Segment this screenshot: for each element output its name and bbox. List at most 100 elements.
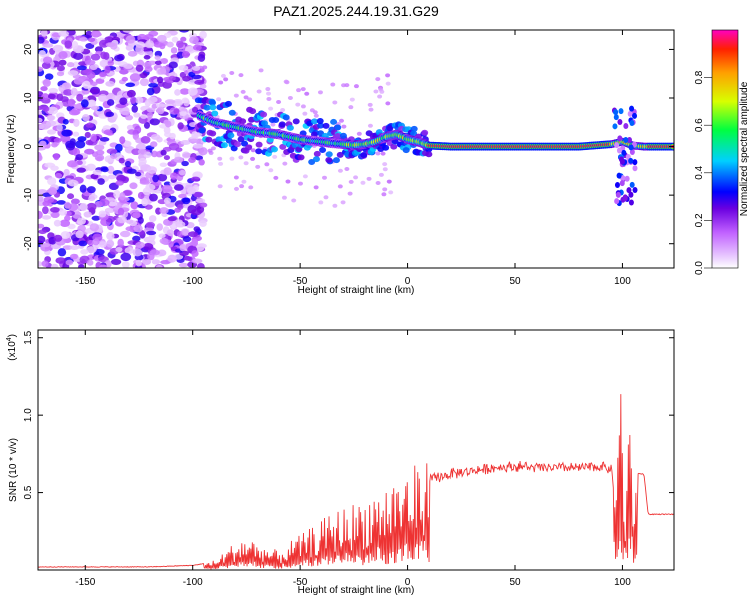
snr-x-label: Height of straight line (km) bbox=[298, 585, 415, 596]
heatmap-cell bbox=[125, 226, 136, 232]
heatmap-cell bbox=[615, 191, 621, 198]
heatmap-cell bbox=[40, 30, 48, 37]
heatmap-cell bbox=[258, 68, 264, 73]
heatmap-cell bbox=[220, 142, 228, 149]
heatmap-cell bbox=[353, 175, 359, 180]
heatmap-cell bbox=[386, 179, 392, 184]
heatmap-cell bbox=[130, 96, 137, 104]
heatmap-cell bbox=[159, 237, 169, 245]
heatmap-cell bbox=[199, 83, 207, 89]
heatmap-cell bbox=[197, 263, 205, 268]
heatmap-cell bbox=[181, 160, 189, 167]
heatmap-cell bbox=[127, 129, 138, 135]
x-tick-label: 100 bbox=[614, 577, 631, 588]
heatmap-cell bbox=[42, 200, 50, 207]
heatmap-cell bbox=[612, 123, 618, 130]
heatmap-cell bbox=[89, 88, 100, 94]
heatmap-cell bbox=[632, 112, 638, 119]
heatmap-cell bbox=[325, 157, 333, 164]
heatmap-cell bbox=[159, 162, 168, 168]
heatmap-cell bbox=[360, 152, 368, 159]
colorbar-tick-label: 0.4 bbox=[694, 165, 705, 179]
heatmap-cell bbox=[266, 96, 272, 101]
heatmap-cell bbox=[210, 146, 216, 151]
heatmap-cell bbox=[178, 193, 187, 199]
heatmap-cell bbox=[38, 66, 44, 72]
heatmap-cell bbox=[121, 76, 129, 82]
heatmap-cell bbox=[115, 246, 123, 253]
heatmap-cell bbox=[238, 155, 244, 160]
heatmap-cell bbox=[63, 89, 74, 96]
heatmap-cell bbox=[78, 240, 88, 247]
x-tick-label: -150 bbox=[75, 276, 95, 287]
heatmap-cell bbox=[123, 63, 133, 69]
heatmap-cell bbox=[38, 195, 44, 202]
heatmap-cell bbox=[623, 136, 629, 143]
y-tick-label: 20 bbox=[23, 43, 34, 55]
heatmap-cell bbox=[38, 117, 43, 123]
heatmap-cell bbox=[198, 159, 205, 166]
heatmap-cell bbox=[67, 70, 79, 76]
heatmap-cell bbox=[160, 57, 169, 65]
heatmap-cell bbox=[382, 162, 388, 167]
heatmap-cell bbox=[309, 108, 315, 113]
heatmap-cell bbox=[626, 187, 632, 194]
heatmap-cell bbox=[106, 239, 115, 248]
heatmap-cell bbox=[146, 166, 158, 174]
heatmap-cell bbox=[55, 172, 63, 179]
heatmap-cell bbox=[629, 105, 635, 112]
heatmap-cell bbox=[613, 114, 619, 121]
heatmap-cell bbox=[99, 264, 108, 268]
heatmap-cell bbox=[68, 109, 80, 116]
heatmap-cell bbox=[199, 202, 208, 208]
heatmap-cell bbox=[628, 199, 634, 206]
heatmap-cell bbox=[66, 62, 75, 68]
heatmap-cell bbox=[336, 151, 344, 158]
heatmap-cell bbox=[618, 108, 624, 115]
heatmap-cell bbox=[129, 182, 138, 190]
heatmap-cell bbox=[94, 144, 105, 151]
heatmap-cell bbox=[628, 157, 634, 164]
heatmap-cell bbox=[95, 149, 105, 156]
colorbar-label: Normalized spectral amplitude bbox=[739, 81, 750, 216]
heatmap-cell bbox=[75, 103, 83, 109]
heatmap-cell bbox=[110, 153, 118, 159]
heatmap-cell bbox=[283, 79, 289, 84]
heatmap-cell bbox=[191, 238, 199, 247]
colorbar-tick-label: 0.6 bbox=[694, 118, 705, 132]
heatmap-cell bbox=[114, 54, 124, 62]
heatmap-cell bbox=[330, 82, 336, 87]
heatmap-cell bbox=[121, 110, 131, 116]
heatmap-cell bbox=[160, 259, 171, 265]
heatmap-cell bbox=[77, 224, 86, 233]
heatmap-cell bbox=[265, 87, 271, 92]
heatmap-cell bbox=[75, 154, 84, 161]
heatmap-cell bbox=[245, 144, 253, 151]
snr-y-label: SNR (10 * v/v) bbox=[8, 438, 19, 502]
heatmap-cell bbox=[170, 47, 178, 54]
heatmap-cell bbox=[98, 241, 107, 248]
heatmap-cell bbox=[64, 215, 71, 222]
heatmap-cell bbox=[341, 124, 347, 129]
heatmap-cell bbox=[310, 118, 318, 125]
heatmap-cell bbox=[180, 140, 191, 146]
colorbar-gradient bbox=[711, 29, 739, 269]
heatmap-cell bbox=[349, 97, 355, 102]
heatmap-cell bbox=[189, 36, 199, 44]
heatmap-cell bbox=[105, 80, 115, 87]
heatmap-cell bbox=[105, 207, 114, 213]
heatmap-cell bbox=[233, 186, 239, 191]
heatmap-cell bbox=[279, 143, 287, 150]
heatmap-cell bbox=[163, 167, 172, 176]
heatmap-cell bbox=[86, 186, 96, 194]
heatmap-cell bbox=[287, 95, 293, 100]
heatmap-cell bbox=[47, 93, 56, 100]
heatmap-cell bbox=[78, 264, 85, 268]
heatmap-cell bbox=[224, 100, 232, 107]
heatmap-cell bbox=[243, 161, 249, 166]
heatmap-cell bbox=[140, 136, 151, 144]
heatmap-cell bbox=[82, 80, 91, 89]
heatmap-cell bbox=[163, 197, 171, 204]
heatmap-cell bbox=[402, 147, 410, 154]
